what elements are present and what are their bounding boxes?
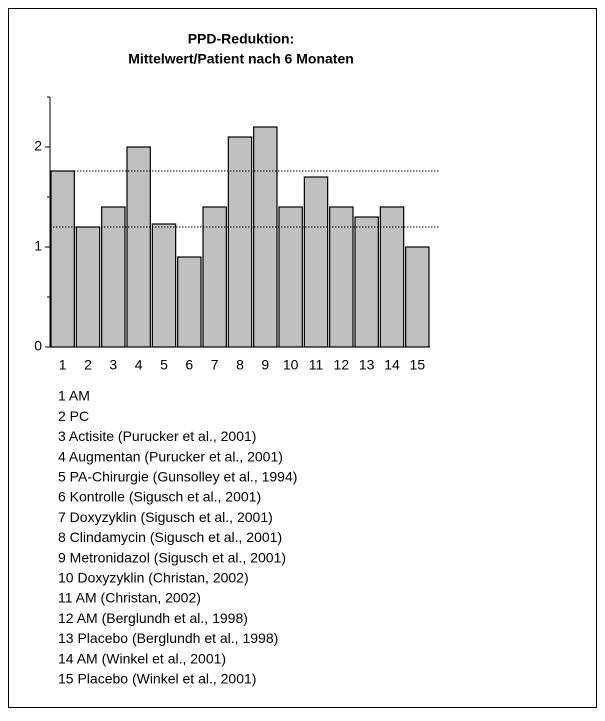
bar	[227, 136, 253, 348]
bar	[75, 226, 101, 348]
bar	[50, 170, 75, 348]
bar	[329, 206, 354, 348]
x-tick-label: 15	[410, 357, 426, 373]
x-tick-label: 1	[59, 357, 67, 373]
x-tick-label: 5	[160, 357, 168, 373]
bar	[126, 146, 151, 348]
bar	[303, 176, 329, 348]
legend-entry: 4 Augmentan (Purucker et al., 2001)	[58, 448, 283, 464]
legend-entry: 12 AM (Berglundh et al., 1998)	[58, 610, 248, 626]
bar	[379, 206, 405, 348]
bar	[278, 206, 303, 348]
legend-entry: 10 Doxyzyklin (Christan, 2002)	[58, 570, 249, 586]
legend-entry: 2 PC	[58, 408, 89, 424]
y-tick-label: 1	[34, 238, 42, 254]
frame	[8, 8, 597, 708]
legend-entry: 11 AM (Christan, 2002)	[58, 590, 201, 606]
legend-entry: 13 Placebo (Berglundh et al., 1998)	[58, 630, 278, 646]
chart-title: PPD-Reduktion:	[188, 31, 295, 47]
x-tick-label: 2	[84, 357, 92, 373]
legend-entry: 7 Doxyzyklin (Sigusch et al., 2001)	[58, 509, 273, 525]
bar	[151, 223, 177, 348]
x-tick-label: 13	[359, 357, 375, 373]
x-tick-label: 14	[384, 357, 400, 373]
x-tick-label: 12	[334, 357, 350, 373]
bar	[253, 126, 278, 348]
bar	[177, 256, 202, 348]
x-tick-label: 8	[236, 357, 244, 373]
y-tick-label: 2	[34, 138, 42, 154]
legend-entry: 9 Metronidazol (Sigusch et al., 2001)	[58, 549, 286, 565]
bar	[354, 216, 379, 348]
chart-subtitle: Mittelwert/Patient nach 6 Monaten	[128, 51, 354, 67]
legend-entry: 14 AM (Winkel et al., 2001)	[58, 650, 226, 666]
legend-entry: 8 Clindamycin (Sigusch et al., 2001)	[58, 529, 282, 545]
legend-entry: 15 Placebo (Winkel et al., 2001)	[58, 671, 256, 687]
x-tick-label: 6	[185, 357, 193, 373]
bar	[101, 206, 126, 348]
x-tick-label: 11	[309, 357, 324, 373]
y-tick-label: 0	[34, 338, 42, 354]
bar	[202, 206, 227, 348]
legend-entry: 3 Actisite (Purucker et al., 2001)	[58, 428, 256, 444]
legend-entry: 1 AM	[58, 388, 90, 404]
legend-entry: 6 Kontrolle (Sigusch et al., 2001)	[58, 489, 261, 505]
bar	[405, 246, 430, 348]
x-tick-label: 10	[283, 357, 299, 373]
legend-entry: 5 PA-Chirurgie (Gunsolley et al., 1994)	[58, 469, 297, 485]
x-tick-label: 7	[211, 357, 219, 373]
x-tick-label: 9	[261, 357, 269, 373]
x-tick-label: 4	[135, 357, 143, 373]
x-tick-label: 3	[109, 357, 117, 373]
